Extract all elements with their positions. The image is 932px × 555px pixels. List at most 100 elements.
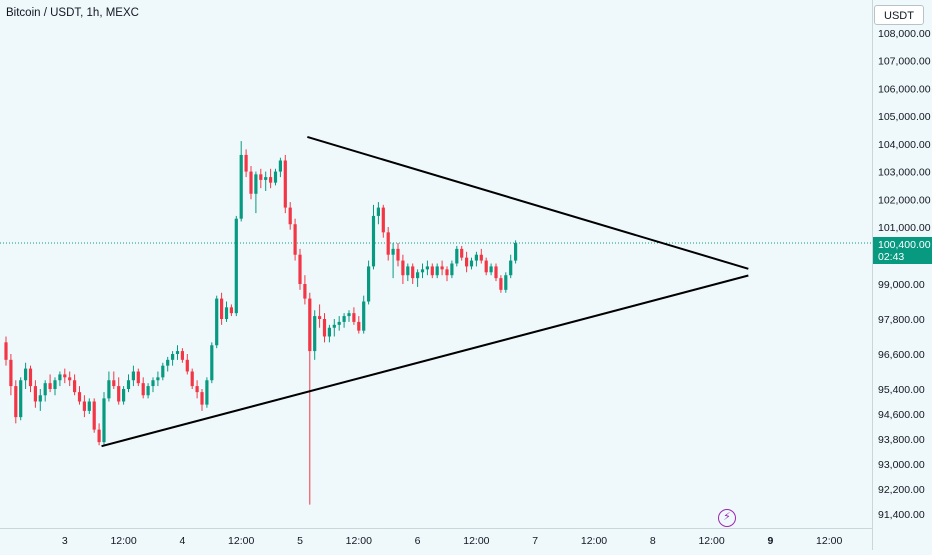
candle-body — [376, 207, 380, 216]
candle-body — [499, 278, 503, 290]
candle-body — [308, 298, 312, 352]
last-price-value: 100,400.00 — [878, 239, 931, 251]
price-tick-label: 104,000.00 — [878, 139, 931, 151]
candle-body — [107, 380, 111, 399]
time-axis-divider — [0, 528, 872, 529]
triangle-upper-trendline — [307, 135, 749, 270]
candle-body — [318, 316, 322, 319]
price-tick-label: 94,600.00 — [878, 409, 925, 421]
candle-body — [28, 368, 33, 387]
candle-body — [87, 401, 91, 411]
currency-button[interactable]: USDT — [874, 5, 924, 25]
price-tick-label: 103,000.00 — [878, 167, 931, 179]
candle-body — [24, 368, 28, 381]
candle-body — [386, 232, 390, 255]
last-price-tag: 100,400.00 02:43 — [873, 237, 932, 264]
price-tick-label: 106,000.00 — [878, 83, 931, 95]
candle-body — [126, 380, 131, 389]
price-tick-label: 105,000.00 — [878, 111, 931, 123]
candle-body — [156, 377, 160, 381]
price-tick-label: 102,000.00 — [878, 194, 931, 206]
candle-body — [371, 215, 376, 267]
candle-body — [249, 171, 253, 194]
price-axis-labels: 108,000.00 107,000.00 106,000.00 105,000.00… — [878, 28, 931, 521]
candle-body — [342, 316, 346, 322]
candle-body — [19, 380, 23, 418]
candle-body — [293, 224, 297, 255]
candle-body — [273, 171, 278, 183]
symbol-title: Bitcoin / USDT, 1h, MEXC — [6, 7, 139, 19]
candle-body — [161, 365, 165, 378]
candle-body — [450, 263, 454, 276]
price-tick-label: 99,000.00 — [878, 279, 925, 291]
candle-body — [68, 377, 72, 381]
candle-body — [224, 307, 229, 319]
time-tick-label: 9 — [767, 535, 773, 547]
candle-body — [332, 324, 336, 328]
candle-body — [234, 218, 238, 314]
candle-body — [327, 327, 331, 337]
candle-body — [151, 380, 155, 387]
candle-body — [229, 307, 233, 314]
time-tick-label: 4 — [179, 535, 185, 547]
candle-body — [77, 392, 82, 402]
candle-body — [416, 272, 420, 279]
candle-body — [180, 351, 184, 360]
candle-body — [220, 298, 224, 319]
candle-body — [175, 351, 180, 354]
candle-body — [48, 383, 52, 389]
price-tick-label: 93,800.00 — [878, 434, 925, 446]
lightning-icon[interactable]: ⚡ — [718, 509, 736, 527]
candle-body — [401, 260, 405, 276]
candle-body — [141, 383, 145, 396]
candle-body — [195, 386, 199, 393]
candle-body — [97, 429, 101, 443]
candle-body — [337, 321, 341, 325]
candle-body — [283, 160, 287, 208]
candle-body — [9, 359, 13, 387]
candle-body — [190, 371, 194, 387]
candle-body — [53, 380, 57, 389]
price-tick-label: 97,800.00 — [878, 314, 925, 326]
candle-body — [322, 319, 327, 337]
candle-body — [440, 266, 444, 270]
candle-body — [430, 266, 434, 276]
candle-body — [215, 298, 219, 346]
candle-body — [102, 398, 106, 443]
time-tick-label: 8 — [650, 535, 656, 547]
time-axis-labels: 3 12:00 4 12:00 5 12:00 6 12:00 7 12:00 8 12:00 9 12:… — [62, 535, 843, 547]
bar-countdown: 02:43 — [878, 251, 905, 263]
candle-body — [33, 386, 37, 402]
time-tick-label: 12:00 — [581, 535, 607, 547]
candle-body — [205, 380, 209, 405]
candle-body — [298, 254, 302, 284]
candle-body — [347, 313, 351, 317]
candle-body — [58, 374, 62, 381]
price-tick-label: 96,600.00 — [878, 349, 925, 361]
candle-body — [269, 177, 273, 183]
candle-body — [185, 359, 189, 372]
time-tick-label: 7 — [532, 535, 538, 547]
candle-body — [244, 154, 248, 172]
time-tick-label: 12:00 — [228, 535, 254, 547]
candle-body — [504, 275, 508, 290]
candle-body — [278, 160, 282, 172]
candle-body — [14, 386, 18, 418]
candle-body — [200, 392, 204, 405]
candle-body — [254, 174, 258, 194]
candle-body — [460, 248, 464, 258]
candle-body — [73, 380, 77, 393]
candle-body — [391, 248, 395, 255]
price-tick-label: 93,000.00 — [878, 459, 925, 471]
candle-body — [239, 154, 243, 219]
candle-body — [455, 248, 459, 264]
candle-body — [445, 269, 449, 276]
time-tick-label: 12:00 — [463, 535, 489, 547]
candle-body — [38, 395, 42, 402]
candle-body — [264, 177, 268, 180]
candle-body — [63, 374, 67, 378]
candle-body — [494, 266, 498, 279]
candle-body — [362, 301, 366, 331]
